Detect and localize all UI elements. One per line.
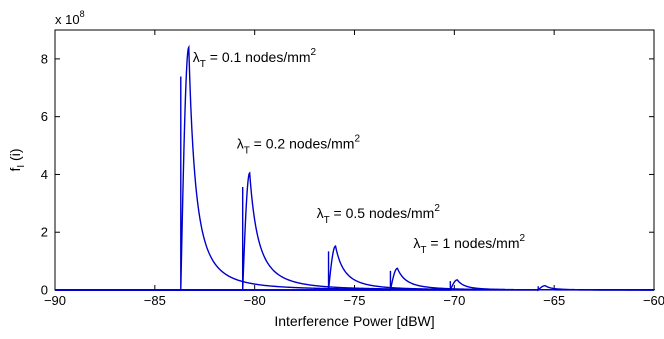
y-tick-label: 8 — [41, 51, 48, 66]
x-axis-label: Interference Power [dBW] — [274, 313, 434, 329]
y-tick-label: 6 — [41, 109, 48, 124]
y-tick-label: 2 — [41, 225, 48, 240]
density-curve-6 — [55, 284, 655, 292]
svg-text:x 108: x 108 — [55, 9, 85, 27]
y-tick-label: 4 — [41, 167, 48, 182]
plot-area — [54, 29, 655, 291]
svg-text:fI (i): fI (i) — [7, 149, 27, 172]
y-multiplier: x 108 — [55, 9, 85, 27]
x-tick-label: −90 — [44, 293, 66, 308]
series-lines — [55, 44, 655, 292]
lambda-label-4: λT = 1 nodes/mm2 — [413, 233, 525, 256]
x-tick-label: −70 — [443, 293, 465, 308]
axis-ticks: −90 −85 −80 −75 −70 −65 −60 0 2 4 6 8 — [41, 30, 664, 308]
lambda-label-3: λT = 0.5 nodes/mm2 — [317, 203, 441, 226]
lambda-label-1: λT = 0.1 nodes/mm2 — [193, 47, 317, 70]
x-tick-label: −75 — [343, 293, 365, 308]
x-tick-label: −85 — [144, 293, 166, 308]
lambda-label-2: λT = 0.2 nodes/mm2 — [237, 133, 361, 156]
annotations: λT = 0.1 nodes/mm2 λT = 0.2 nodes/mm2 λT =… — [193, 47, 526, 256]
x-tick-label: −80 — [244, 293, 266, 308]
y-axis-label: fI (i) — [7, 149, 27, 172]
x-tick-label: −65 — [543, 293, 565, 308]
y-tick-label: 0 — [41, 283, 48, 298]
x-tick-label: −60 — [643, 293, 664, 308]
